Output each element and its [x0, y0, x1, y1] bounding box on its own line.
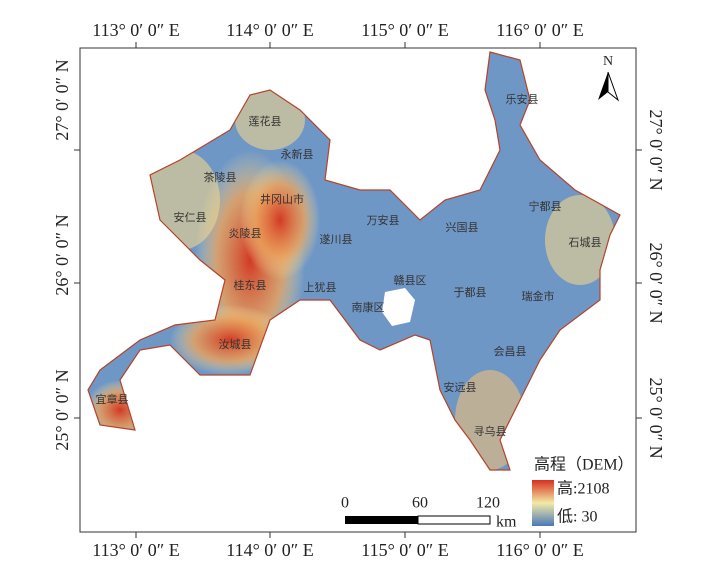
scale-segment: [417, 515, 491, 525]
county-label: 上犹县: [304, 281, 337, 294]
county-label: 宁都县: [529, 199, 562, 213]
county-label: 瑞金市: [522, 289, 555, 303]
lon-label: 113° 0′ 0″ E: [92, 540, 179, 560]
county-label: 永新县: [281, 147, 314, 161]
county-label: 宜章县: [96, 392, 129, 406]
legend-low: 低: 30: [557, 508, 597, 526]
county-label: 遂川县: [320, 232, 353, 246]
lat-label: 26° 0′ 0″ N: [52, 214, 72, 295]
county-label: 南康区: [352, 300, 385, 314]
lat-label: 27° 0′ 0″ N: [52, 59, 72, 140]
county-label: 井冈山市: [260, 192, 304, 206]
county-label: 汝城县: [219, 337, 252, 351]
lon-label: 115° 0′ 0″ E: [361, 540, 448, 560]
county-label: 会昌县: [494, 345, 527, 358]
lat-label: 27° 0′ 0″ N: [646, 109, 666, 190]
scale-segment: [345, 516, 418, 524]
county-label: 桂东县: [234, 278, 267, 292]
arrow-half: [598, 72, 608, 100]
north-arrow: N: [598, 54, 620, 102]
county-label: 寻乌县: [474, 424, 507, 438]
scale-label: 0: [341, 495, 349, 512]
scale-label: 120: [476, 495, 500, 512]
arrow-half: [607, 71, 620, 102]
scale-bar: 0 60 120 km: [341, 495, 517, 531]
legend-high: 高:2108: [557, 480, 609, 498]
county-label: 石城县: [569, 236, 602, 249]
county-label: 于都县: [454, 286, 487, 299]
county-label: 乐安县: [506, 92, 539, 106]
lat-label: 25° 0′ 0″ N: [646, 377, 666, 458]
hole: [382, 288, 415, 326]
lat-label: 25° 0′ 0″ N: [52, 369, 72, 450]
county-label: 茶陵县: [204, 171, 237, 184]
scale-label: 60: [412, 495, 428, 512]
legend-ramp: [532, 480, 554, 526]
scale-unit: km: [496, 514, 517, 531]
county-label: 万安县: [367, 213, 400, 227]
lon-label: 113° 0′ 0″ E: [92, 20, 179, 40]
legend: 高程（DEM） 高:2108 低: 30: [532, 456, 634, 526]
county-label: 安仁县: [174, 210, 207, 224]
north-label: N: [603, 54, 613, 69]
county-label: 赣县区: [394, 273, 427, 287]
lat-label: 26° 0′ 0″ N: [646, 242, 666, 323]
county-label: 炎陵县: [229, 227, 262, 240]
legend-title: 高程（DEM）: [534, 456, 634, 474]
county-label: 安远县: [444, 380, 477, 394]
lon-label: 114° 0′ 0″ E: [226, 20, 313, 40]
lon-label: 116° 0′ 0″ E: [496, 540, 583, 560]
lon-label: 114° 0′ 0″ E: [226, 540, 313, 560]
lon-label: 115° 0′ 0″ E: [361, 20, 448, 40]
lon-label: 116° 0′ 0″ E: [496, 20, 583, 40]
county-label: 莲花县: [249, 115, 282, 128]
county-label: 兴国县: [446, 221, 479, 234]
